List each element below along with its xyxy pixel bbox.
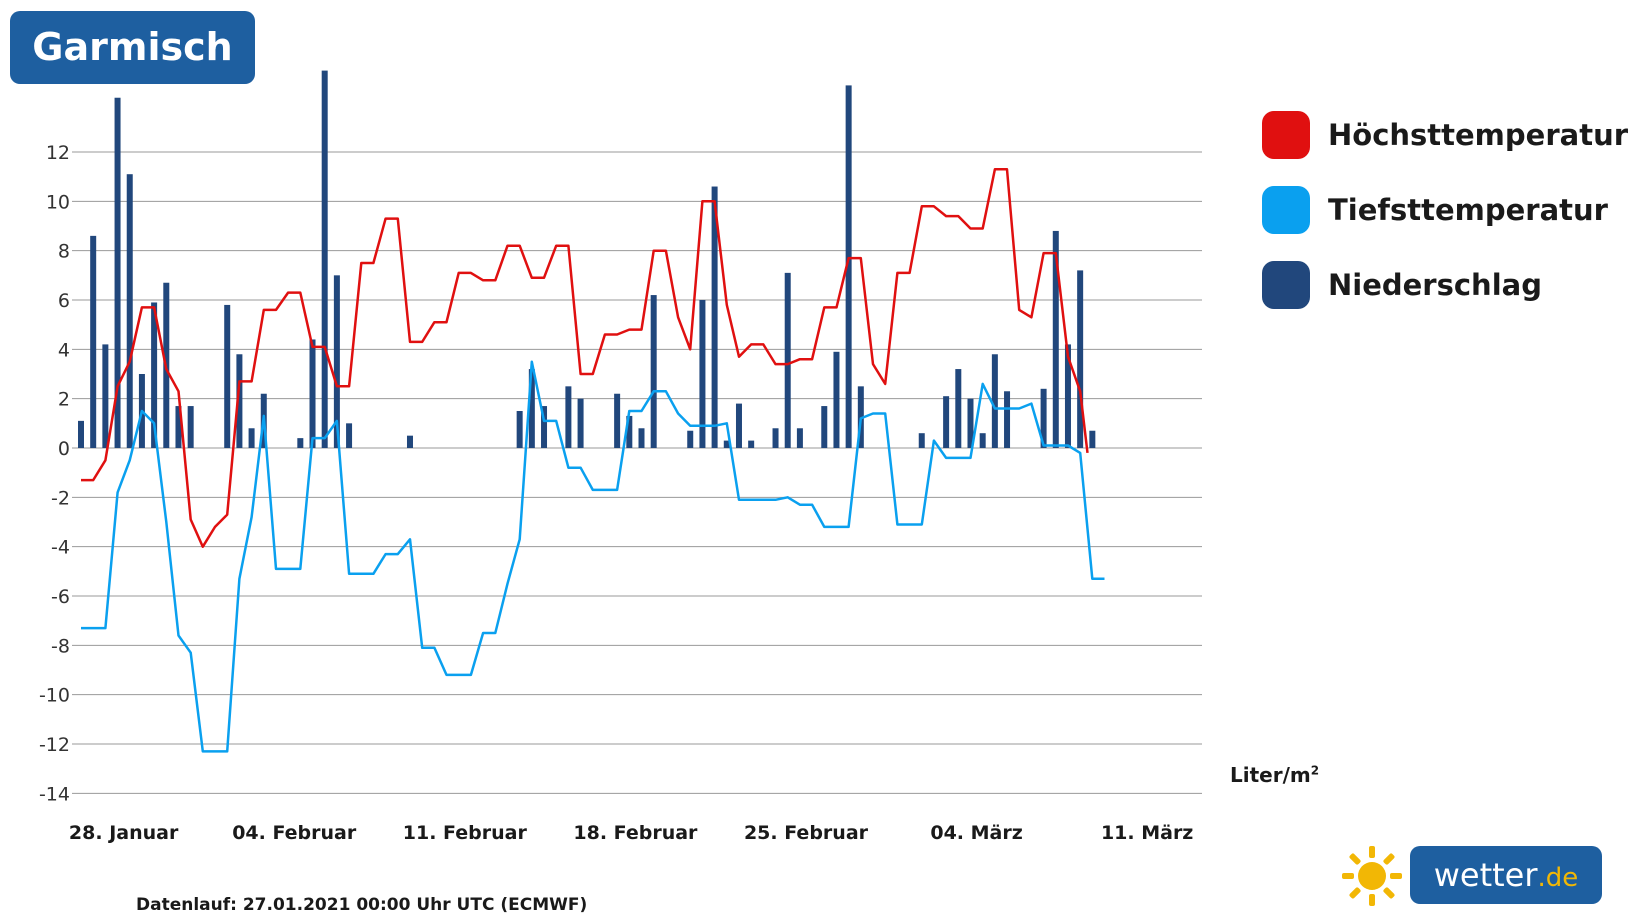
precipitation-bar — [565, 386, 572, 448]
y-tick-label: 2 — [58, 389, 70, 411]
precipitation-bar — [784, 272, 791, 448]
wetter-de-logo: wetter.de — [1340, 846, 1602, 908]
legend-swatch-precipitation — [1262, 261, 1310, 309]
precipitation-bar — [723, 440, 730, 448]
y-tick-label: 4 — [58, 339, 70, 361]
precipitation-bar — [333, 275, 340, 448]
precipitation-bar — [638, 428, 645, 448]
precipitation-bar — [406, 435, 413, 448]
legend-swatch-max-temp — [1262, 111, 1310, 159]
precipitation-bar — [236, 354, 243, 448]
x-tick-label: 04. März — [930, 822, 1022, 844]
logo-name: wetter — [1433, 856, 1538, 894]
legend-label-min-temp: Tiefsttemperatur — [1328, 193, 1608, 227]
y-tick-label: -8 — [51, 635, 70, 657]
precipitation-bar — [833, 351, 840, 448]
chart-title: Garmisch — [10, 11, 255, 84]
legend-swatch-min-temp — [1262, 186, 1310, 234]
legend-item-min-temp: Tiefsttemperatur — [1262, 186, 1622, 234]
precipitation-bar — [614, 393, 621, 448]
precipitation-bar — [248, 428, 255, 448]
y-tick-label: 8 — [58, 241, 70, 263]
precipitation-bar — [1040, 388, 1047, 448]
legend-item-precipitation: Niederschlag — [1262, 261, 1622, 309]
grid-lines — [72, 151, 1202, 794]
precipitation-bar — [979, 433, 986, 448]
precipitation-bar — [991, 354, 998, 448]
precipitation-bar — [735, 403, 742, 448]
precipitation-bar — [187, 406, 194, 448]
max-temp-line — [81, 168, 1089, 548]
y-tick-label: -12 — [39, 734, 70, 756]
precipitation-bar — [650, 295, 657, 448]
y-tick-label: 0 — [58, 438, 70, 460]
y-tick-label: 12 — [46, 142, 70, 164]
min-temp-line — [81, 360, 1105, 753]
unit-text: Liter/m — [1230, 763, 1311, 787]
precipitation-bar — [346, 423, 353, 448]
precipitation-unit-label: Liter/m2 — [1230, 763, 1319, 787]
precipitation-bar — [528, 369, 535, 448]
precipitation-bar — [102, 344, 109, 448]
x-tick-label: 11. März — [1101, 822, 1193, 844]
x-tick-label: 04. Februar — [232, 822, 357, 844]
precipitation-bar — [126, 174, 133, 448]
precipitation-bars — [78, 70, 1096, 449]
precipitation-bar — [821, 406, 828, 448]
precipitation-bar — [772, 428, 779, 448]
precipitation-bar — [626, 415, 633, 448]
unit-superscript: 2 — [1310, 763, 1320, 778]
x-tick-label: 18. Februar — [573, 822, 698, 844]
logo-tld: .de — [1537, 863, 1579, 893]
sun-icon — [1342, 846, 1402, 906]
precipitation-bar — [541, 406, 548, 448]
temperature-lines — [81, 168, 1105, 753]
legend-item-max-temp: Höchsttemperatur — [1262, 111, 1628, 159]
precipitation-bar — [796, 428, 803, 448]
precipitation-bar — [845, 85, 852, 449]
logo-wordmark: wetter.de — [1410, 846, 1602, 904]
precipitation-bar — [321, 70, 328, 448]
precipitation-bar — [78, 420, 84, 448]
precipitation-bar — [918, 433, 925, 448]
precipitation-bar — [955, 369, 962, 448]
y-axis-tick-labels: 12 10 8 6 4 2 0 -2 -4 -6 -8 -10 -12 -14 — [39, 142, 70, 805]
precipitation-bar — [1004, 391, 1011, 448]
precipitation-bar — [1064, 344, 1071, 448]
y-tick-label: -4 — [51, 537, 70, 559]
precipitation-bar — [224, 304, 231, 448]
y-tick-label: -10 — [39, 685, 70, 707]
x-tick-label: 28. Januar — [69, 822, 179, 844]
legend-label-precipitation: Niederschlag — [1328, 268, 1542, 302]
precipitation-bar — [175, 406, 182, 448]
precipitation-bar — [699, 300, 706, 448]
x-tick-label: 11. Februar — [403, 822, 528, 844]
y-tick-label: -14 — [39, 783, 70, 805]
precipitation-bar — [748, 440, 755, 448]
y-tick-label: 10 — [46, 191, 70, 213]
precipitation-bar — [516, 411, 523, 448]
precipitation-bar — [1089, 430, 1096, 448]
precipitation-bar — [967, 398, 974, 448]
precipitation-bar — [943, 396, 950, 448]
precipitation-bar — [151, 302, 158, 448]
precipitation-bar — [90, 235, 97, 448]
precipitation-bar — [114, 97, 121, 448]
legend-label-max-temp: Höchsttemperatur — [1328, 118, 1629, 152]
precipitation-bar — [297, 438, 304, 448]
precipitation-bar — [1077, 270, 1084, 448]
precipitation-bar — [309, 339, 316, 448]
y-tick-label: -6 — [51, 586, 70, 608]
data-run-footnote: Datenlauf: 27.01.2021 00:00 Uhr UTC (ECM… — [136, 895, 588, 915]
precipitation-bar — [687, 430, 694, 448]
y-tick-label: -2 — [51, 487, 70, 509]
precipitation-bar — [1052, 230, 1059, 448]
x-axis-tick-labels: 28. Januar 04. Februar 11. Februar 18. Febr… — [69, 822, 1193, 844]
y-tick-label: 6 — [58, 290, 70, 312]
precipitation-bar — [711, 186, 718, 449]
precipitation-bar — [577, 398, 584, 448]
x-tick-label: 25. Februar — [744, 822, 869, 844]
